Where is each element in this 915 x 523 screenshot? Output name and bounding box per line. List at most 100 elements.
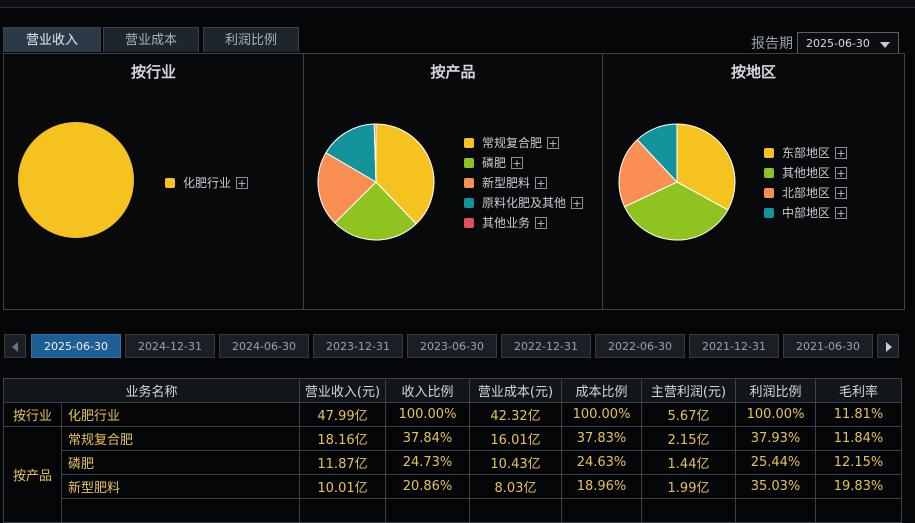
row-cost: 10.43亿 <box>469 450 562 475</box>
period-tab[interactable]: 2023-06-30 <box>407 334 497 358</box>
product-legend: 常规复合肥 + 磷肥 + 新型肥料 + 原料化肥及其他 + 其他业务 + <box>464 134 584 234</box>
row-name: 化肥行业 <box>61 402 300 427</box>
legend-swatch <box>764 187 774 198</box>
row-cost: 8.03亿 <box>469 474 562 499</box>
table-row: 按行业 化肥行业 47.99亿 100.00% 42.32亿 100.00% 5… <box>3 402 902 427</box>
tab-revenue[interactable]: 营业收入 <box>3 27 101 52</box>
legend-item[interactable]: 东部地区 + <box>764 144 848 164</box>
header-profit: 主营利润(元) <box>641 378 736 403</box>
legend-item[interactable]: 其他地区 + <box>764 164 848 184</box>
group-label-product: 按产品 <box>3 426 62 523</box>
next-period-button[interactable] <box>877 334 899 358</box>
table-row: 新型肥料 10.01亿 20.86% 8.03亿 18.96% 1.99亿 35… <box>4 474 902 499</box>
product-pie <box>317 123 435 241</box>
row-margin: 19.83% <box>815 474 902 499</box>
expand-plus-icon[interactable]: + <box>835 186 848 200</box>
legend-swatch <box>464 137 474 148</box>
row-profit-ratio: 37.93% <box>735 426 816 451</box>
period-tab[interactable]: 2022-12-31 <box>501 334 591 358</box>
table-row: 按产品 常规复合肥 18.16亿 37.84% 16.01亿 37.83% 2.… <box>3 426 902 523</box>
header-cost-ratio: 成本比例 <box>561 378 642 403</box>
header-profit-ratio: 利润比例 <box>735 378 816 403</box>
header-revenue: 营业收入(元) <box>299 378 386 403</box>
pie-slice-3[interactable] <box>636 123 678 184</box>
business-table: 业务名称 营业收入(元) 收入比例 营业成本(元) 成本比例 主营利润(元) 利… <box>3 378 902 523</box>
top-border <box>0 0 915 8</box>
legend-label: 新型肥料 <box>482 176 531 190</box>
panel-industry-title: 按行业 <box>130 63 176 81</box>
panel-product-title: 按产品 <box>430 63 476 81</box>
legend-item[interactable]: 其他业务 + <box>464 214 583 234</box>
row-cost-ratio: 24.63% <box>561 450 642 475</box>
row-revenue-ratio: 100.00% <box>385 402 470 427</box>
pie-slice-2[interactable] <box>618 139 678 208</box>
header-margin: 毛利率 <box>815 378 902 403</box>
expand-plus-icon[interactable]: + <box>511 156 524 170</box>
industry-legend: 化肥行业 + <box>165 174 249 194</box>
row-profit-ratio: 35.03% <box>735 474 816 499</box>
period-tab[interactable]: 2024-06-30 <box>219 334 309 358</box>
row-profit: 1.44亿 <box>641 450 736 475</box>
tab-profit-ratio[interactable]: 利润比例 <box>203 27 299 52</box>
legend-item[interactable]: 常规复合肥 + <box>464 134 583 154</box>
report-period-value: 2025-06-30 <box>806 37 870 50</box>
legend-swatch <box>464 177 474 188</box>
pie-slice-0[interactable] <box>18 122 134 238</box>
pie-slice-0[interactable] <box>375 123 435 225</box>
row-margin: 11.84% <box>815 426 902 451</box>
group-label-industry: 按行业 <box>3 402 62 427</box>
header-business-name: 业务名称 <box>3 378 300 403</box>
header-revenue-ratio: 收入比例 <box>385 378 470 403</box>
legend-swatch <box>764 167 774 178</box>
pie-slice-1[interactable] <box>334 181 417 241</box>
legend-item[interactable]: 原料化肥及其他 + <box>464 194 584 214</box>
period-tab[interactable]: 2023-12-31 <box>313 334 403 358</box>
period-tab[interactable]: 2024-12-31 <box>125 334 215 358</box>
expand-plus-icon[interactable]: + <box>547 136 560 150</box>
pie-slice-2[interactable] <box>317 152 377 224</box>
legend-item[interactable]: 北部地区 + <box>764 184 848 204</box>
period-tab[interactable]: 2025-06-30 <box>31 334 121 358</box>
legend-item[interactable]: 磷肥 + <box>464 154 583 174</box>
period-tab[interactable]: 2021-12-31 <box>689 334 779 358</box>
row-profit: 5.67亿 <box>641 402 736 427</box>
row-cost: 42.32亿 <box>469 402 562 427</box>
expand-plus-icon[interactable]: + <box>835 166 848 180</box>
legend-label: 化肥行业 <box>183 176 232 190</box>
row-revenue: 11.87亿 <box>299 450 386 475</box>
expand-plus-icon[interactable]: + <box>535 176 548 190</box>
legend-label: 其他地区 <box>782 166 831 180</box>
chevron-right-icon <box>886 342 892 352</box>
chevron-down-icon <box>880 42 890 48</box>
legend-item[interactable]: 化肥行业 + <box>165 174 249 194</box>
legend-swatch <box>165 177 175 188</box>
report-period-select[interactable]: 2025-06-30 <box>797 32 899 54</box>
pie-slice-3[interactable] <box>325 123 377 183</box>
row-cost-ratio: 18.96% <box>561 474 642 499</box>
expand-plus-icon[interactable]: + <box>571 196 584 210</box>
prev-period-button[interactable] <box>4 334 26 358</box>
legend-item[interactable]: 中部地区 + <box>764 204 848 224</box>
row-revenue: 10.01亿 <box>299 474 386 499</box>
pie-slice-0[interactable] <box>676 123 736 211</box>
legend-label: 磷肥 <box>482 156 507 170</box>
chevron-left-icon <box>12 342 18 352</box>
tab-cost[interactable]: 营业成本 <box>103 27 199 52</box>
row-name: 新型肥料 <box>61 474 300 499</box>
row-cost-ratio: 100.00% <box>561 402 642 427</box>
expand-plus-icon[interactable]: + <box>835 206 848 220</box>
legend-item[interactable]: 新型肥料 + <box>464 174 583 194</box>
report-period-label: 报告期 <box>751 36 793 52</box>
row-revenue-ratio: 37.84% <box>385 426 470 451</box>
pie-slice-1[interactable] <box>623 181 729 241</box>
pie-slice-4[interactable] <box>373 123 377 183</box>
legend-label: 原料化肥及其他 <box>482 196 567 210</box>
industry-pie <box>18 122 134 238</box>
expand-plus-icon[interactable]: + <box>535 216 548 230</box>
row-cost-ratio: 37.83% <box>561 426 642 451</box>
expand-plus-icon[interactable]: + <box>236 176 249 190</box>
period-tabs-bar: 2025-06-30 2024-12-31 2024-06-30 2023-12-31… <box>0 334 915 358</box>
period-tab[interactable]: 2022-06-30 <box>595 334 685 358</box>
period-tab[interactable]: 2021-06-30 <box>783 334 873 358</box>
expand-plus-icon[interactable]: + <box>835 146 848 160</box>
